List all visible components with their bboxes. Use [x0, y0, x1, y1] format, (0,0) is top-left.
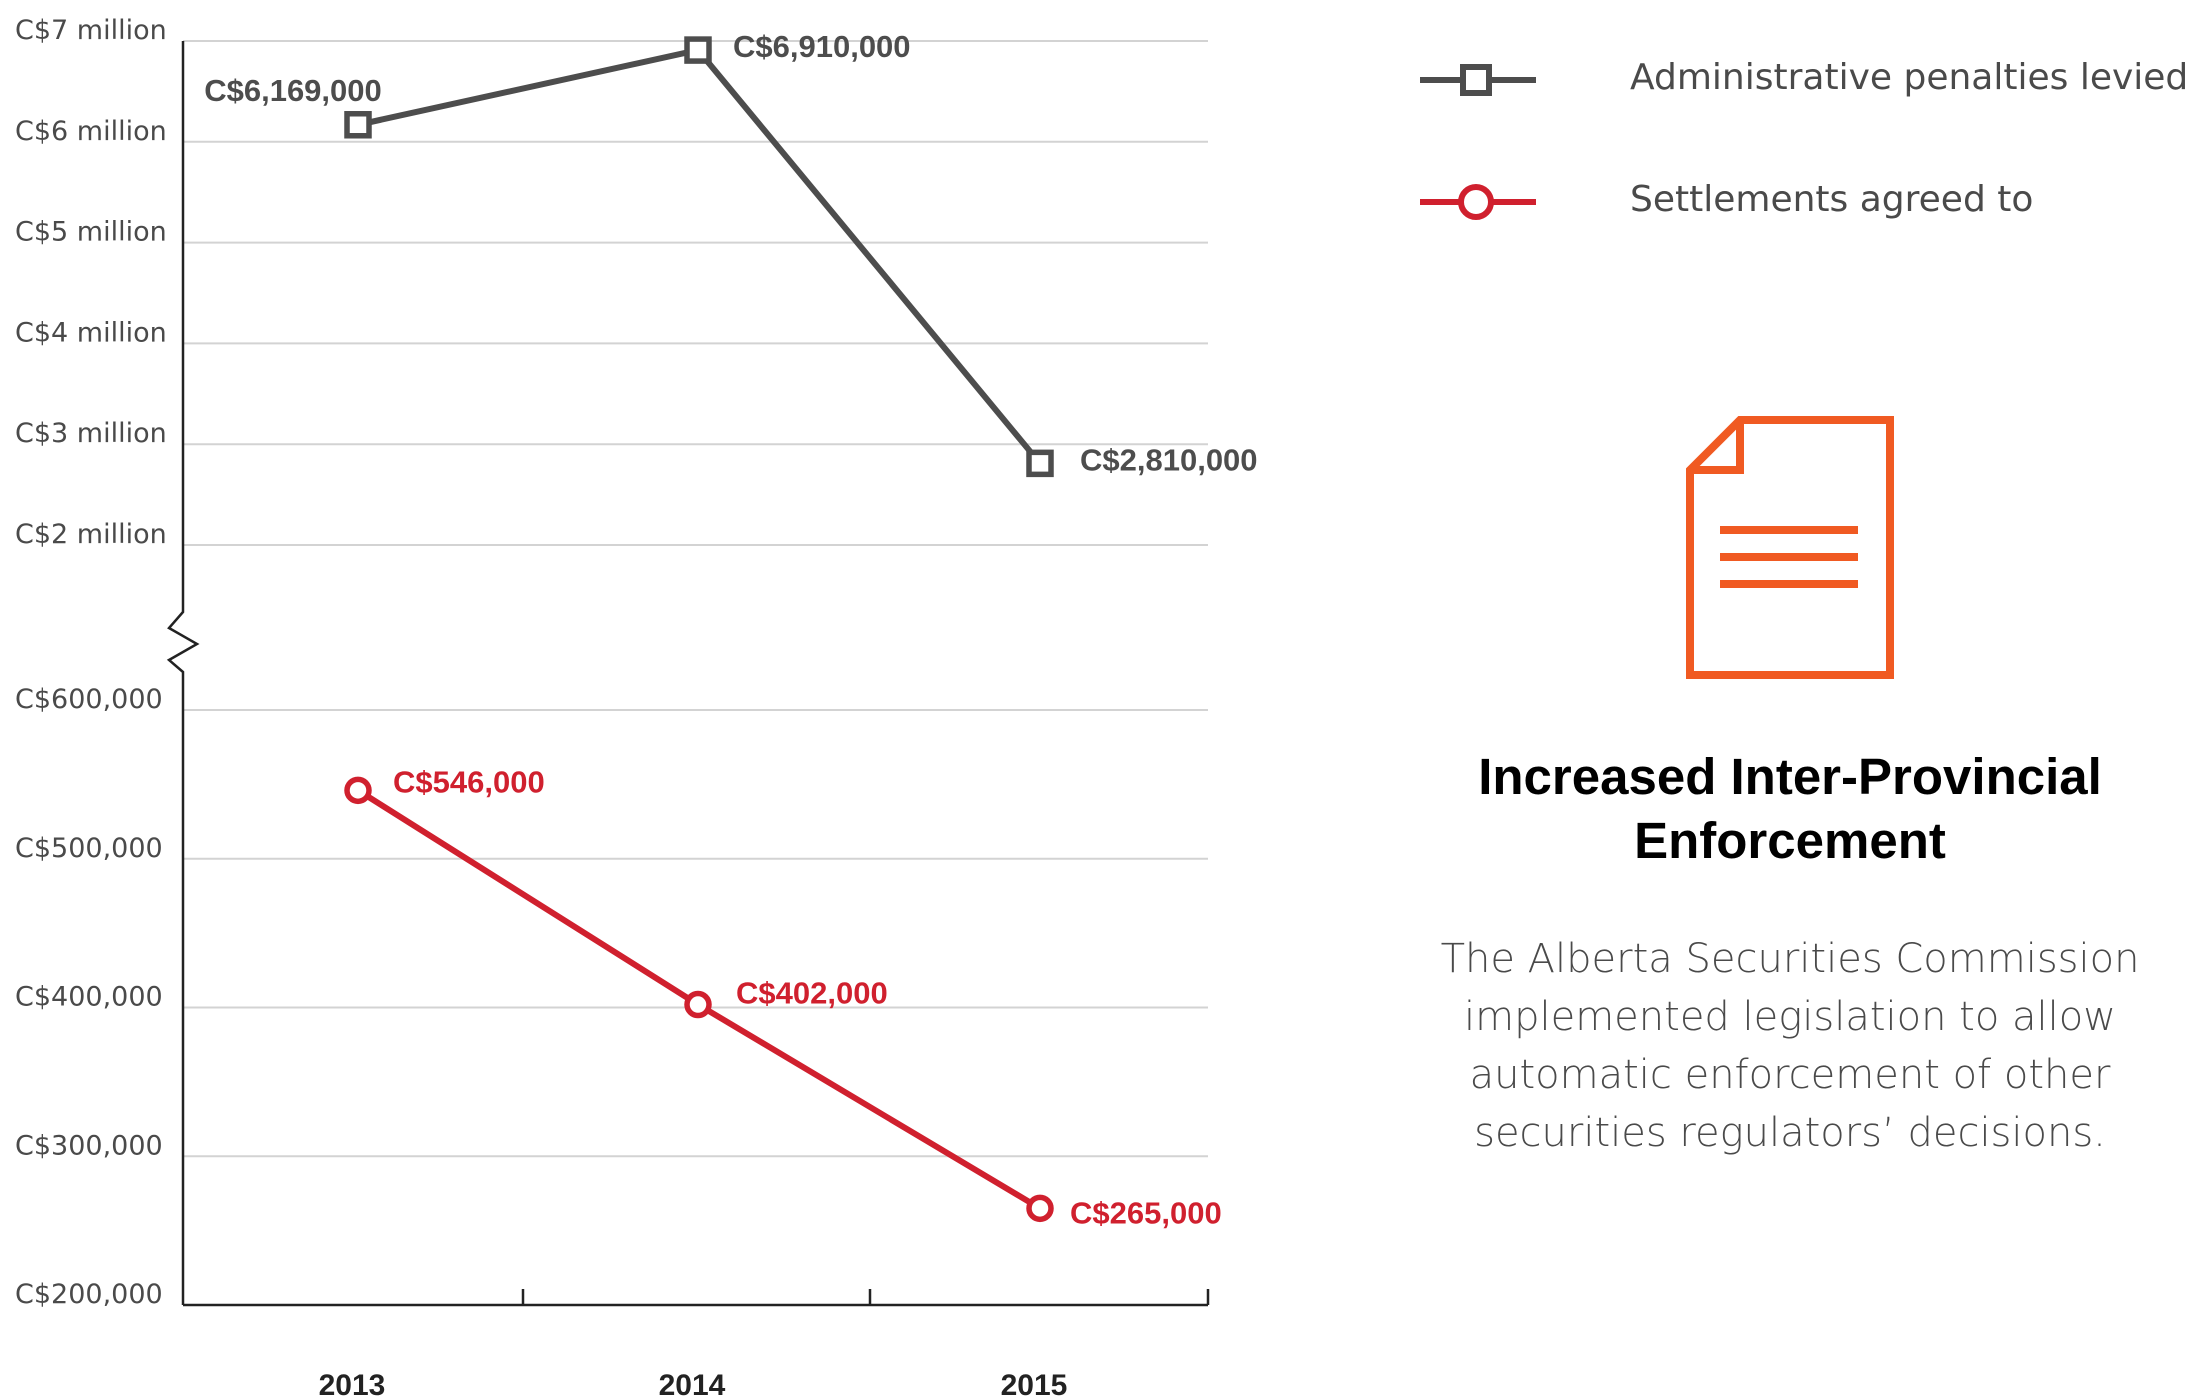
series-0-point — [1026, 449, 1054, 478]
circle-marker-icon — [1420, 184, 1536, 220]
x-tick-label: 2015 — [1001, 1369, 1068, 1398]
lower-axis-tick-label: C$500,000 — [15, 833, 163, 864]
y-axis-with-break — [166, 41, 200, 1305]
upper-axis-tick-label: C$6 million — [15, 116, 167, 147]
series-1-point — [1026, 1194, 1054, 1223]
legend-label-settlements: Settlements agreed to — [1630, 179, 2034, 220]
series-0-point — [684, 36, 712, 64]
x-axis-tick-labels: 2013 2014 2015 — [319, 1369, 1068, 1398]
series-1-data-label: C$265,000 — [1070, 1195, 1222, 1230]
upper-axis-tick-label: C$5 million — [15, 217, 167, 248]
axes — [166, 41, 1210, 1307]
upper-axis-tick-label: C$3 million — [15, 418, 167, 449]
document-icon — [1686, 416, 1894, 679]
panel-headline: Increased Inter-Provincial Enforcement — [1478, 748, 2102, 869]
upper-axis-tick-label: C$2 million — [15, 519, 167, 550]
series-0-data-label: C$6,169,000 — [204, 73, 382, 108]
lower-axis-tick-label: C$300,000 — [15, 1130, 163, 1161]
series-1-data-label: C$402,000 — [736, 976, 888, 1011]
upper-axis-tick-label: C$4 million — [15, 317, 167, 348]
lower-axis-tick-label: C$200,000 — [15, 1279, 163, 1310]
series-0-data-label: C$2,810,000 — [1080, 442, 1258, 477]
series-1-point — [344, 776, 372, 805]
series-0-point — [344, 111, 372, 139]
series-1-data-label: C$546,000 — [393, 764, 545, 799]
y-axis-tick-labels: C$7 million C$6 million C$5 million C$4 mil… — [15, 15, 167, 1310]
square-marker-icon — [1420, 64, 1536, 96]
lower-axis-tick-label: C$400,000 — [15, 982, 163, 1013]
data-series: C$6,169,000 C$6,910,000 C$2,810,000 C$546,0… — [204, 29, 1257, 1230]
upper-axis-tick-label: C$7 million — [15, 15, 167, 46]
series-1-point — [684, 990, 712, 1019]
panel-body-text: The Alberta Securities Commission implem… — [1440, 936, 2140, 1156]
line-chart: C$7 million C$6 million C$5 million C$4 mil… — [15, 15, 1258, 1398]
series-0-data-label: C$6,910,000 — [733, 29, 911, 64]
x-tick-label: 2014 — [659, 1369, 726, 1398]
lower-axis-tick-label: C$600,000 — [15, 684, 163, 715]
series-0-line — [357, 46, 1043, 466]
x-tick-label: 2013 — [319, 1369, 386, 1398]
grid-lines — [183, 40, 1208, 1306]
legend-label-administrative-penalties: Administrative penalties levied — [1630, 57, 2187, 98]
